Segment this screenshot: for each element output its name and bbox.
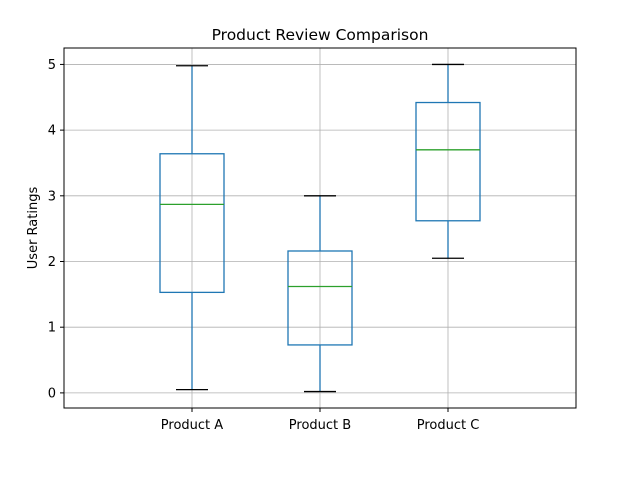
axis-layer: 0 1 2 3 4 5 Product A Product B Product C <box>48 47 577 433</box>
y-tick-label: 0 <box>48 386 56 401</box>
y-axis-label: User Ratings <box>26 187 41 270</box>
box-group-1 <box>159 65 225 391</box>
y-tick-label: 4 <box>48 124 56 139</box>
box-iqr <box>287 250 353 346</box>
box-group-3 <box>415 63 481 259</box>
x-tick-label: Product B <box>289 418 351 433</box>
chart-title: Product Review Comparison <box>212 26 429 44</box>
y-tick-label: 1 <box>48 321 56 336</box>
box-iqr <box>159 153 225 294</box>
y-tick-label: 3 <box>48 189 56 204</box>
x-tick-label: Product A <box>161 418 223 433</box>
x-tick-label: Product C <box>417 418 480 433</box>
y-tick-label: 2 <box>48 255 56 270</box>
y-tick-label: 5 <box>48 58 56 73</box>
box-iqr <box>415 101 481 222</box>
box-group-2 <box>287 195 353 393</box>
box-layer <box>159 63 481 393</box>
